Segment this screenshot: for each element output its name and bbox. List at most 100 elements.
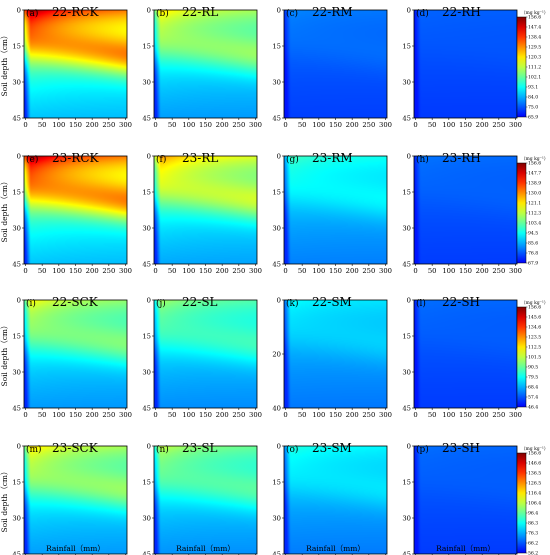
x-tick-label: 50 <box>298 267 307 275</box>
colorbar-tick-label: 138.4 <box>528 35 541 41</box>
y-tick-label: 45 <box>142 261 151 269</box>
y-tick-label: 0 <box>407 7 411 15</box>
y-tick-label: 45 <box>142 551 151 555</box>
y-tick-label: 15 <box>12 479 21 487</box>
x-tick-label: 0 <box>23 121 27 129</box>
x-tick-label: 50 <box>428 121 437 129</box>
x-tick-label: 50 <box>38 121 47 129</box>
colorbar-tick-label: 134.6 <box>528 325 541 331</box>
x-tick-label: 50 <box>38 411 47 419</box>
x-tick-label: 50 <box>428 267 437 275</box>
x-tick-label: 300 <box>119 121 132 129</box>
y-tick-label: 0 <box>277 443 281 451</box>
colorbar-tick-label: 65.9 <box>528 115 538 121</box>
x-tick-label: 200 <box>86 121 99 129</box>
x-tick-label: 0 <box>283 411 287 419</box>
colorbar-tick-label: 85.6 <box>528 241 538 247</box>
x-tick-label: 150 <box>329 267 342 275</box>
panel-title: 23-RM <box>312 151 353 165</box>
panel-letter: (n) <box>156 444 169 455</box>
x-tick-label: 50 <box>168 267 177 275</box>
x-tick-label: 150 <box>199 121 212 129</box>
colorbar-tick-label: 120.3 <box>528 55 541 61</box>
x-tick-label: 250 <box>232 121 245 129</box>
x-tick-label: 150 <box>69 267 82 275</box>
y-tick-label: 0 <box>147 443 151 451</box>
x-tick-label: 100 <box>442 267 455 275</box>
x-tick-label: 250 <box>232 267 245 275</box>
y-tick-label: 45 <box>402 115 411 123</box>
y-tick-label: 0 <box>147 153 151 161</box>
x-tick-label: 300 <box>249 411 262 419</box>
heatmap-panel: (l) 22-SH 0 50 100 150 200 250 300 0 15 30 45 （mg kg⁻… <box>402 295 548 419</box>
x-tick-label: 300 <box>379 267 392 275</box>
colorbar-tick-label: 112.5 <box>528 345 541 351</box>
panel-letter: (k) <box>286 298 298 309</box>
panel-letter: (c) <box>286 8 298 19</box>
colorbar-tick-label: 121.1 <box>528 201 541 207</box>
y-tick-label: 45 <box>272 261 281 269</box>
x-tick-label: 150 <box>459 121 472 129</box>
y-tick-label: 15 <box>402 479 411 487</box>
colorbar-tick-label: 156.6 <box>528 451 541 457</box>
heatmap-field <box>284 446 387 554</box>
y-tick-label: 30 <box>272 515 281 523</box>
panel-letter: (d) <box>416 8 429 19</box>
y-tick-label: 15 <box>272 479 281 487</box>
colorbar-tick-label: 76.3 <box>528 531 538 537</box>
x-tick-label: 250 <box>362 267 375 275</box>
colorbar <box>516 306 527 408</box>
heatmap-panel: (j) 22-SL 0 50 100 150 200 250 300 0 15 30 45 <box>142 295 262 419</box>
y-tick-label: 15 <box>12 43 21 51</box>
y-tick-label: 30 <box>12 79 21 87</box>
heatmap-field <box>414 300 517 408</box>
heatmap-panel: (f) 23-RL 0 50 100 150 200 250 300 0 15 30 45 <box>142 151 262 275</box>
colorbar <box>516 452 527 554</box>
heatmap-field <box>414 446 517 554</box>
y-tick-label: 15 <box>142 479 151 487</box>
heatmap-panel: (o)23-SM0501001502002503000153045 <box>272 441 388 555</box>
x-tick-label: 300 <box>379 411 392 419</box>
panel-title: 23-SL <box>182 441 218 455</box>
x-tick-label: 0 <box>283 267 287 275</box>
colorbar-tick-label: 111.2 <box>528 65 541 71</box>
panel-title: 23-RH <box>442 151 481 165</box>
colorbar-tick-label: 147.4 <box>528 25 541 31</box>
x-tick-label: 300 <box>379 121 392 129</box>
panel-title: 22-SM <box>312 295 352 309</box>
x-tick-label: 50 <box>298 411 307 419</box>
x-tick-label: 100 <box>52 121 65 129</box>
x-tick-label: 0 <box>23 267 27 275</box>
heatmap-field <box>154 446 257 554</box>
colorbar <box>516 16 527 118</box>
colorbar-tick-label: 156.6 <box>528 305 541 311</box>
x-tick-label: 50 <box>168 121 177 129</box>
x-tick-label: 250 <box>232 411 245 419</box>
x-tick-label: 100 <box>312 267 325 275</box>
x-tick-label: 250 <box>102 121 115 129</box>
x-tick-label: 200 <box>476 411 489 419</box>
y-tick-label: 15 <box>272 43 281 51</box>
y-tick-label: 15 <box>272 189 281 197</box>
y-tick-label: 15 <box>402 333 411 341</box>
colorbar-unit: （mg kg⁻¹） <box>521 10 548 16</box>
y-tick-label: 0 <box>277 153 281 161</box>
y-tick-label: 15 <box>402 189 411 197</box>
panel-title: 22-SCK <box>52 295 99 309</box>
x-tick-label: 100 <box>442 411 455 419</box>
heatmap-field <box>154 156 257 264</box>
x-tick-label: 200 <box>86 267 99 275</box>
colorbar-tick-label: 67.9 <box>528 261 538 267</box>
y-tick-label: 30 <box>12 369 21 377</box>
y-tick-label: 45 <box>402 551 411 555</box>
y-tick-label: 0 <box>407 443 411 451</box>
panel-title: 22-SL <box>182 295 218 309</box>
heatmap-field <box>24 300 127 408</box>
x-tick-label: 150 <box>459 267 472 275</box>
panel-title: 23-SM <box>312 441 352 455</box>
heatmap-field <box>414 10 517 118</box>
y-tick-label: 45 <box>402 261 411 269</box>
y-tick-label: 0 <box>17 443 21 451</box>
x-tick-label: 300 <box>509 121 522 129</box>
